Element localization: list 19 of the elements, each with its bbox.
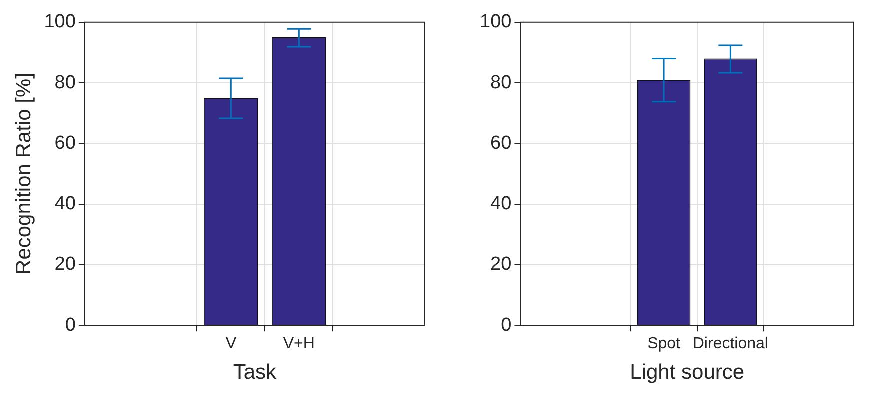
y-tick-label: 40 xyxy=(54,194,76,215)
x-tick-label: V xyxy=(226,336,237,353)
x-axis-title: Task xyxy=(233,361,278,384)
y-tick-label: 20 xyxy=(490,254,512,276)
y-tick-label: 0 xyxy=(65,314,76,336)
y-tick-label: 40 xyxy=(490,194,512,215)
x-tick-label: Spot xyxy=(648,336,682,353)
y-tick-label: 80 xyxy=(54,72,76,94)
y-tick-label: 60 xyxy=(54,132,76,154)
y-tick-label: 0 xyxy=(501,314,512,336)
y-tick-label: 20 xyxy=(54,254,76,276)
x-axis-title: Light source xyxy=(630,361,745,384)
x-tick-label: Directional xyxy=(692,336,768,353)
x-tick-label: V+H xyxy=(283,336,315,353)
y-axis-title: Recognition Ratio [%] xyxy=(12,73,36,275)
y-tick-label: 60 xyxy=(490,132,512,154)
y-tick-label: 100 xyxy=(480,12,512,33)
y-tick-label: 80 xyxy=(490,72,512,94)
y-tick-label: 100 xyxy=(44,12,76,33)
